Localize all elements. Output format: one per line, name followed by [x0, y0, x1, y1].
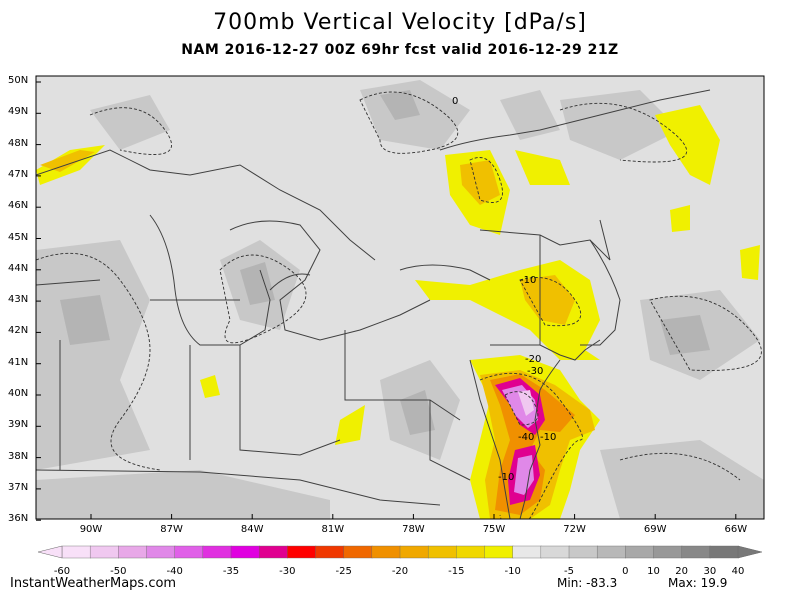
lat-label: 46N [8, 200, 29, 212]
map-frame [35, 75, 765, 520]
lon-label: 69W [643, 524, 667, 535]
map-subtitle: NAM 2016-12-27 00Z 69hr fcst valid 2016-… [181, 42, 619, 58]
colorbar-swatch [118, 545, 148, 559]
lat-label: 36N [8, 513, 29, 525]
colorbar-swatch [230, 545, 260, 559]
lon-label: 78W [402, 524, 425, 535]
colorbar-left-arrow [37, 545, 63, 559]
lat-label: 41N [8, 356, 29, 368]
colorbar-swatch [61, 545, 91, 559]
colorbar-tick-label: -15 [448, 566, 465, 577]
contour-label-minus10-c: -10 [498, 472, 514, 483]
contour-label-minus20: -20 [525, 354, 541, 365]
lon-label: 84W [240, 524, 264, 535]
colorbar-swatch [568, 545, 598, 559]
lat-ticks [36, 81, 41, 521]
colorbar-tick-label: 30 [703, 566, 717, 577]
colorbar-tick-label: -40 [166, 566, 183, 577]
lon-label: 87W [160, 524, 183, 535]
colorbar-swatch [371, 545, 401, 559]
colorbar-tick-label: -25 [335, 566, 352, 577]
lat-label: 38N [8, 450, 29, 462]
contour-label-minus30: -30 [527, 366, 543, 377]
contour-label-minus10-b: -10 [540, 432, 556, 443]
min-value: Min: -83.3 [557, 576, 618, 590]
lon-label: 72W [563, 524, 586, 535]
colorbar-swatch [287, 545, 317, 559]
colorbar-swatch [540, 545, 570, 559]
geographic-borders [36, 89, 711, 519]
contour-label-minus40: -40 [518, 432, 534, 443]
colorbar-swatch [596, 545, 627, 559]
lon-label: 75W [482, 524, 506, 535]
colorbar-swatch [681, 545, 711, 559]
colorbar-swatch [174, 545, 204, 559]
pale-pink-regions [518, 390, 534, 416]
lon-label: 90W [79, 524, 103, 535]
contour-lines [36, 91, 762, 519]
colorbar-tick-label: -60 [53, 566, 71, 577]
colorbar-tick-label: -50 [110, 566, 127, 577]
lat-label: 45N [8, 231, 29, 243]
colorbar [37, 545, 763, 559]
colorbar-tick-label: -5 [564, 566, 574, 577]
contour-label-minus10-a: -10 [520, 275, 536, 286]
colorbar-swatch [89, 545, 120, 559]
lat-label: 37N [8, 481, 29, 493]
colorbar-tick-label: -10 [504, 566, 521, 577]
lat-label: 50N [8, 75, 29, 86]
colorbar-swatch [625, 545, 655, 559]
colorbar-tick-label: -30 [279, 566, 296, 577]
lat-label: 49N [8, 106, 29, 118]
colorbar-swatch [343, 545, 373, 559]
colorbar-swatch [653, 545, 683, 559]
colorbar-swatch [512, 545, 542, 559]
colorbar-swatch [427, 545, 458, 559]
colorbar-swatch [399, 545, 429, 559]
lat-label: 43N [8, 294, 29, 306]
colorbar-right-arrow [737, 545, 763, 559]
lat-label: 42N [8, 325, 29, 337]
lon-label: 66W [724, 524, 748, 535]
lat-label: 48N [8, 137, 29, 149]
colorbar-tick-label: 10 [647, 566, 660, 577]
colorbar-swatch [315, 545, 345, 559]
map-title: 700mb Vertical Velocity [dPa/s] [213, 10, 587, 35]
darker-gray-patches [60, 90, 710, 435]
lat-label: 44N [8, 262, 29, 274]
colorbar-swatch [258, 545, 289, 559]
lat-label: 47N [8, 168, 29, 180]
lat-label: 39N [8, 419, 29, 431]
lat-label: 40N [8, 388, 29, 399]
max-value: Max: 19.9 [668, 576, 728, 590]
lon-ticks [90, 514, 737, 519]
colorbar-swatch [709, 545, 739, 559]
contour-label-0: 0 [452, 96, 458, 107]
colorbar-swatch [202, 545, 232, 559]
colorbar-swatch [484, 545, 514, 559]
colorbar-swatch [146, 545, 176, 559]
lon-label: 81W [321, 524, 345, 535]
field-background [36, 76, 764, 519]
contour-labels: 0 -10 -20 -30 -40 -10 -10 [452, 96, 556, 483]
site-credit: InstantWeatherMaps.com [10, 576, 177, 591]
colorbar-tick-label: 0 [622, 566, 629, 577]
colorbar-swatch [456, 545, 486, 559]
colorbar-tick-label: 40 [731, 566, 745, 577]
colorbar-tick-label: 20 [675, 566, 689, 577]
colorbar-tick-label: -35 [222, 566, 240, 577]
colorbar-tick-label: -20 [391, 566, 409, 577]
